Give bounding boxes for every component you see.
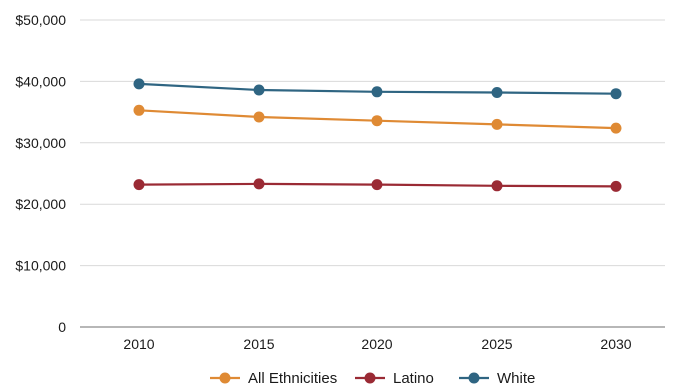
- data-point: [610, 122, 622, 134]
- series-latino: [133, 178, 622, 192]
- axes: 0 $10,000 $20,000 $30,000 $40,000 $50,000 2010…: [15, 12, 665, 352]
- y-tick-label: $20,000: [15, 196, 66, 212]
- y-tick-label: $10,000: [15, 258, 66, 274]
- data-point: [491, 180, 503, 192]
- legend-marker-icon: [219, 372, 231, 384]
- data-point: [133, 104, 145, 116]
- legend-item: All Ethnicities: [210, 370, 337, 387]
- y-tick-label: $30,000: [15, 135, 66, 151]
- x-tick-label: 2030: [600, 336, 631, 352]
- data-point: [253, 178, 265, 190]
- y-tick-label: 0: [58, 319, 66, 335]
- legend-item: Latino: [355, 370, 434, 387]
- data-point: [371, 115, 383, 127]
- data-point: [253, 84, 265, 96]
- data-point: [371, 179, 383, 191]
- legend-label: Latino: [393, 370, 434, 387]
- legend-label: White: [497, 370, 535, 387]
- x-tick-label: 2025: [481, 336, 512, 352]
- legend: All Ethnicities Latino White: [210, 370, 535, 387]
- series-group: [133, 78, 622, 192]
- series-white: [133, 78, 622, 100]
- x-tick-label: 2010: [123, 336, 154, 352]
- gridlines: [80, 19, 665, 267]
- legend-item: White: [459, 370, 535, 387]
- legend-marker-icon: [364, 372, 376, 384]
- data-point: [610, 88, 622, 100]
- x-tick-label: 2015: [243, 336, 274, 352]
- series-all-ethnicities: [133, 104, 622, 134]
- data-point: [610, 180, 622, 192]
- legend-marker-icon: [468, 372, 480, 384]
- data-point: [253, 111, 265, 123]
- y-tick-label: $40,000: [15, 73, 66, 89]
- data-point: [133, 78, 145, 90]
- data-point: [371, 86, 383, 98]
- data-point: [133, 179, 145, 191]
- x-tick-label: 2020: [361, 336, 392, 352]
- data-point: [491, 87, 503, 98]
- legend-label: All Ethnicities: [248, 370, 337, 387]
- data-point: [491, 118, 503, 130]
- y-tick-label: $50,000: [15, 12, 66, 28]
